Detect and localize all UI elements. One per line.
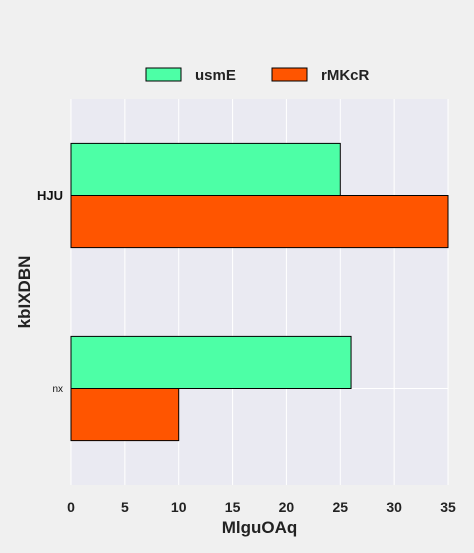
x-axis-title: MlguOAq bbox=[222, 518, 298, 537]
y-axis-title: kbIXDBN bbox=[15, 256, 34, 329]
y-tick-label: HJU bbox=[37, 188, 63, 203]
legend-label-rMKcR: rMKcR bbox=[321, 67, 370, 84]
x-tick-label: 25 bbox=[332, 499, 348, 515]
bar-usmE-nx bbox=[70, 335, 352, 390]
bars bbox=[70, 142, 449, 442]
x-axis-ticks: 0 5 10 15 20 25 30 35 bbox=[67, 499, 456, 515]
bar-rMKcR-HJU bbox=[70, 195, 449, 249]
x-tick-label: 5 bbox=[121, 499, 129, 515]
y-tick-label: nx bbox=[52, 384, 63, 395]
x-tick-label: 10 bbox=[171, 499, 187, 515]
x-tick-label: 0 bbox=[67, 499, 75, 515]
y-axis-ticks: HJU nx bbox=[37, 188, 63, 395]
bar-rMKcR-nx bbox=[70, 388, 180, 442]
legend-label-usmE: usmE bbox=[195, 67, 236, 84]
legend-swatch-usmE bbox=[145, 67, 182, 82]
x-tick-label: 30 bbox=[386, 499, 402, 515]
x-tick-label: 20 bbox=[279, 499, 295, 515]
legend-swatch-rMKcR bbox=[271, 67, 308, 82]
bar-usmE-HJU bbox=[70, 142, 341, 196]
x-tick-label: 35 bbox=[440, 499, 456, 515]
legend: usmE rMKcR bbox=[145, 67, 370, 84]
x-tick-label: 15 bbox=[225, 499, 241, 515]
